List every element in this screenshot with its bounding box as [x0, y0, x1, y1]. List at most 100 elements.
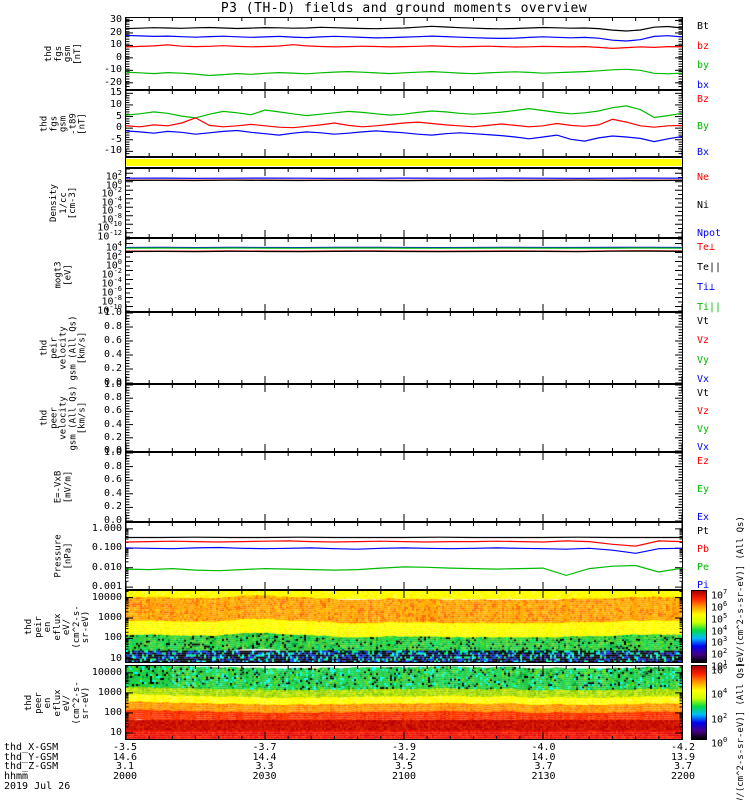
legend-label-By: By	[697, 122, 709, 132]
colorbar-tick-label: 106	[711, 662, 727, 676]
footer-value: 2130	[512, 772, 576, 782]
series-bz	[126, 45, 682, 49]
legend-label-Bx: Bx	[697, 148, 709, 158]
y-axis-title-peer-velocity: thd peer velocity gsm (All Qs) [km/s]	[40, 385, 88, 450]
y-tick-label: -5	[62, 135, 122, 145]
series-bx	[126, 35, 682, 41]
peer-velocity-axes	[126, 385, 682, 451]
footer-value: 2200	[651, 772, 715, 782]
y-tick-label: 15	[62, 88, 122, 98]
y-axis-title-fgs-gsm: thd fgs gsm [nT]	[45, 43, 83, 65]
pressure-axes	[126, 523, 682, 589]
series-Bx	[126, 131, 682, 142]
peir-spec-axes	[126, 591, 682, 662]
y-axis-title-peir-velocity: thd peir velocity gsm (All Qs) [km/s]	[40, 315, 88, 380]
y-tick-label: 1.0	[62, 448, 122, 458]
y-tick-label: 0.2	[62, 502, 122, 512]
legend-label-bz: bz	[697, 42, 709, 52]
efield-axes	[126, 453, 682, 521]
y-tick-label: -10	[62, 65, 122, 75]
legend-label-Vx: Vx	[697, 443, 709, 453]
legend-label-Vt: Vt	[697, 389, 709, 399]
panel-peir-spec	[125, 590, 683, 663]
panel-peer-velocity	[125, 384, 683, 452]
panel-fgs-gsm-t89	[125, 90, 683, 157]
panel-flag-bar	[125, 157, 683, 168]
legend-label-Vx: Vx	[697, 375, 709, 385]
series-By	[126, 106, 682, 118]
y-axis-title-peer-spec: thd peer en eflux eV/ (cm^2-s- sr-eV)	[25, 681, 92, 724]
series-Te-para	[126, 251, 682, 252]
colorbar-unit-label: [eV/(cm^2-s-sr-eV)] (All Qs)	[736, 662, 746, 800]
y-tick-label: 0.001	[62, 582, 122, 592]
legend-label-Te: Te⊥	[697, 243, 715, 253]
legend-label-Ne: Ne	[697, 173, 709, 183]
panel-pressure	[125, 522, 683, 590]
footer-value: 2030	[233, 772, 297, 782]
legend-label-by: by	[697, 61, 709, 71]
footer-value: 2000	[93, 772, 157, 782]
legend-label-Npot: Npot	[697, 229, 721, 239]
density-axes	[126, 169, 682, 237]
chart-title: P3 (TH-D) fields and ground moments over…	[125, 1, 683, 16]
panel-moments-temp	[125, 238, 683, 312]
legend-label-Vt: Vt	[697, 317, 709, 327]
legend-label-Ti: Ti||	[697, 303, 721, 313]
series-Pb	[126, 541, 682, 546]
colorbar-1	[691, 665, 707, 740]
y-tick-label: -10	[62, 146, 122, 156]
colorbar-tick-label: 102	[711, 711, 727, 725]
y-axis-title-fgs-gsm-t89: thd fgs gsm -t89 [nT]	[40, 113, 88, 135]
y-tick-label: 10000	[62, 668, 122, 678]
legend-label-Te: Te||	[697, 263, 721, 273]
y-tick-label: 1.000	[62, 524, 122, 534]
legend-label-Pe: Pe	[697, 563, 709, 573]
legend-label-bx: bx	[697, 81, 709, 91]
y-tick-label: 10000	[62, 593, 122, 603]
y-axis-title-moments-temp: mogt3 [eV]	[55, 261, 74, 288]
legend-label-Ey: Ey	[697, 485, 709, 495]
y-tick-label: 30	[62, 15, 122, 25]
series-Pi	[126, 548, 682, 554]
colorbar-tick-label: 104	[711, 686, 727, 700]
legend-label-Ex: Ex	[697, 513, 709, 523]
y-tick-label: 10	[62, 728, 122, 738]
colorbar-unit-label: [eV/(cm^2-s-sr-eV)] (All Qs)	[736, 516, 746, 668]
legend-label-Ti: Ti⊥	[697, 283, 715, 293]
y-tick-label: 10	[62, 100, 122, 110]
legend-label-Pb: Pb	[697, 545, 709, 555]
panel-density	[125, 168, 683, 238]
series-Pe	[126, 566, 682, 576]
peer-spec-axes	[126, 666, 682, 739]
peir-velocity-axes	[126, 313, 682, 383]
fgs-gsm-t89-axes	[126, 91, 682, 156]
footer-value: 2100	[372, 772, 436, 782]
y-axis-title-efield: E=-VxB [mV/m]	[55, 471, 74, 504]
y-tick-label: -20	[62, 78, 122, 88]
legend-label-Bt: Bt	[697, 22, 709, 32]
y-tick-label: 10	[62, 654, 122, 664]
panel-peer-spec	[125, 665, 683, 740]
legend-label-Vz: Vz	[697, 407, 709, 417]
y-axis-title-pressure: Pressure [nPa]	[55, 534, 74, 577]
legend-label-Ni: Ni	[697, 201, 709, 211]
series-Bz	[126, 118, 682, 128]
footer-row-label-hhmm: hhmm	[4, 772, 28, 782]
legend-label-Pt: Pt	[697, 527, 709, 537]
y-tick-label: 20	[62, 28, 122, 38]
fgs-gsm-axes	[126, 18, 682, 89]
legend-label-Vy: Vy	[697, 356, 709, 366]
y-axis-title-density: Density 1/cc [cm-3]	[50, 184, 79, 222]
colorbar-0	[691, 590, 707, 663]
panel-efield	[125, 452, 683, 522]
legend-label-Bz: Bz	[697, 95, 709, 105]
y-axis-title-peir-spec: thd peir en eflux eV/ (cm^2-s- sr-eV)	[25, 605, 92, 648]
themis-overview-plot: P3 (TH-D) fields and ground moments over…	[0, 0, 750, 800]
series-by	[126, 69, 682, 75]
series-Bt	[126, 26, 682, 31]
quality-flag-band	[126, 159, 682, 165]
legend-label-Ez: Ez	[697, 457, 709, 467]
footer-date: 2019 Jul 26	[4, 781, 70, 792]
legend-label-Vz: Vz	[697, 336, 709, 346]
panel-fgs-gsm	[125, 17, 683, 90]
